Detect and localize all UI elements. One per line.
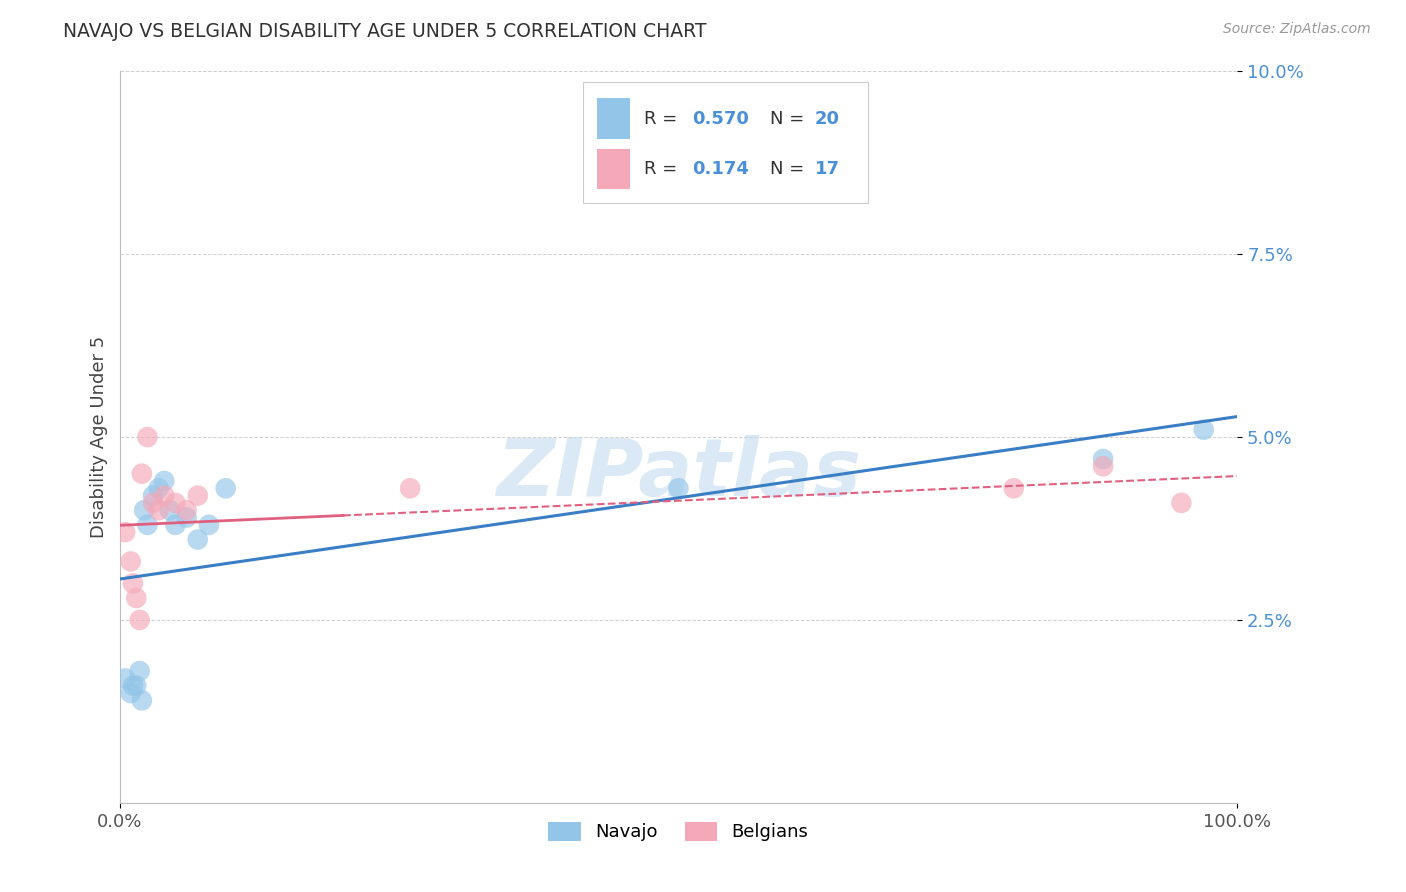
Point	[187, 533, 209, 547]
Point	[165, 517, 187, 532]
Y-axis label: Disability Age Under 5: Disability Age Under 5	[90, 336, 108, 538]
Point	[128, 613, 150, 627]
Text: ZIPatlas: ZIPatlas	[496, 434, 860, 513]
Point	[198, 517, 221, 532]
Point	[122, 679, 145, 693]
Text: N =: N =	[770, 110, 810, 128]
Point	[125, 591, 148, 605]
FancyBboxPatch shape	[583, 82, 869, 203]
Point	[153, 489, 176, 503]
FancyBboxPatch shape	[596, 149, 630, 189]
Point	[142, 489, 165, 503]
Legend: Navajo, Belgians: Navajo, Belgians	[541, 814, 815, 848]
Point	[153, 474, 176, 488]
Point	[136, 430, 159, 444]
Point	[148, 503, 170, 517]
Point	[176, 510, 198, 524]
Point	[125, 679, 148, 693]
Point	[165, 496, 187, 510]
Text: 0.570: 0.570	[692, 110, 748, 128]
FancyBboxPatch shape	[596, 98, 630, 138]
Point	[159, 503, 181, 517]
Point	[176, 503, 198, 517]
Point	[136, 517, 159, 532]
Point	[1192, 423, 1215, 437]
Point	[131, 693, 153, 707]
Point	[148, 481, 170, 495]
Point	[114, 672, 136, 686]
Point	[215, 481, 238, 495]
Point	[131, 467, 153, 481]
Point	[114, 525, 136, 540]
Point	[1092, 452, 1115, 467]
Point	[132, 503, 155, 517]
Point	[1092, 459, 1115, 474]
Point	[1170, 496, 1192, 510]
Text: 17: 17	[814, 161, 839, 178]
Point	[666, 481, 689, 495]
Text: Source: ZipAtlas.com: Source: ZipAtlas.com	[1223, 22, 1371, 37]
Point	[128, 664, 150, 678]
Point	[399, 481, 422, 495]
Text: R =: R =	[644, 110, 683, 128]
Text: R =: R =	[644, 161, 683, 178]
Text: NAVAJO VS BELGIAN DISABILITY AGE UNDER 5 CORRELATION CHART: NAVAJO VS BELGIAN DISABILITY AGE UNDER 5…	[63, 22, 707, 41]
Text: 0.174: 0.174	[692, 161, 748, 178]
Point	[122, 576, 145, 591]
Point	[120, 554, 142, 568]
Point	[1002, 481, 1025, 495]
Point	[120, 686, 142, 700]
Point	[142, 496, 165, 510]
Point	[187, 489, 209, 503]
Text: N =: N =	[770, 161, 810, 178]
Text: 20: 20	[814, 110, 839, 128]
